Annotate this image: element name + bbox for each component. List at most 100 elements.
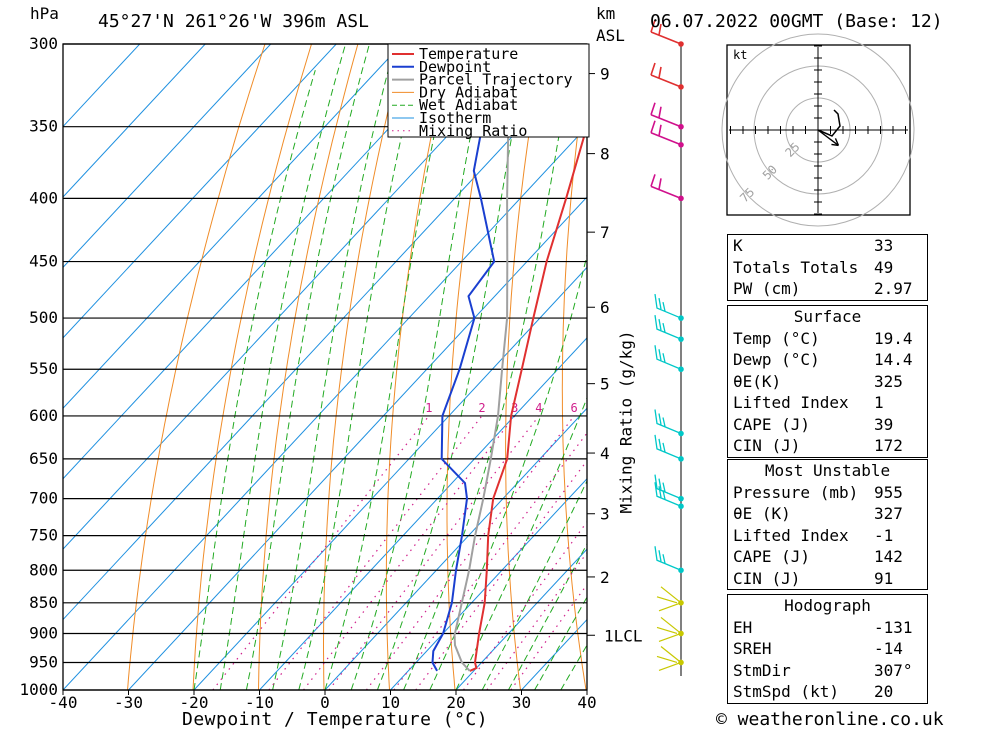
km-tick-label: 4 [600,444,610,463]
stmdir-label: StmDir [733,660,791,680]
mixing-ratio-label: 3 [511,401,518,415]
mu-theta-value: 327 [874,504,903,523]
wind-barb [654,345,682,370]
surface-table: Surface Temp (°C) 19.4 Dewp (°C) 14.4 θE(K… [727,305,928,458]
km-unit-label: km [596,4,616,23]
km-tick-label: 9 [600,65,610,84]
wet-adiabat-line [376,44,530,690]
pw-label: PW (cm) [733,279,801,298]
wind-barb [654,546,682,571]
wind-barb-dot [678,495,684,502]
mixing-ratio-line [268,415,483,690]
surface-temp-value: 19.4 [874,328,913,348]
mu-cape-label: CAPE (J) [733,547,811,566]
surface-dewp-value: 14.4 [874,350,913,369]
mu-cape-value: 142 [874,547,903,566]
x-tick-label: -10 [245,693,274,712]
mu-cin-value: 91 [874,568,894,588]
surface-cin-value: 172 [874,436,903,455]
km-tick-label: 8 [600,145,610,164]
wind-barb-dot [678,336,684,342]
storm-motion-vector [817,129,839,146]
pressure-tick-label: 850 [29,593,58,612]
surface-li-value: 1 [874,393,884,412]
km-tick-label: 2 [600,568,610,587]
isotherm-line [128,196,587,690]
legend-label: Parcel Trajectory [419,71,573,89]
wet-adiabat-line [534,596,587,690]
mixing-ratio-line [415,459,587,690]
pressure-tick-label: 650 [29,449,58,468]
km-tick-label: 3 [600,505,610,524]
isotherm-line [63,44,403,410]
isotherm-line [324,407,587,690]
dry-adiabat-line [192,44,313,690]
pressure-tick-label: 800 [29,560,58,579]
mu-pressure-value: 955 [874,482,903,502]
wind-barb [654,482,682,507]
wind-barb [650,62,682,88]
surface-theta-value: 325 [874,371,903,391]
datetime-title: 06.07.2022 00GMT (Base: 12) [650,11,943,32]
surface-cape-label: CAPE (J) [733,414,811,434]
mixing-ratio-label: 4 [535,401,542,415]
dry-adiabat-line [385,44,452,690]
km-tick-label: 7 [600,223,610,242]
wet-adiabat-line [219,44,347,690]
x-tick-label: 20 [446,693,465,712]
sreh-value: -14 [874,639,903,658]
pressure-tick-label: 1000 [19,680,58,699]
wet-adiabat-line [245,44,370,690]
most-unstable-title: Most Unstable [764,461,891,480]
dry-adiabat-line [446,44,498,690]
legend-box [387,43,590,138]
asl-unit-label: ASL [596,26,625,45]
legend-label: Dewpoint [419,58,491,76]
location-title: 45°27'N 261°26'W 396m ASL [98,11,369,32]
wind-barb [654,409,682,435]
isotherm-line [455,548,587,690]
legend-label: Dry Adiabat [419,83,518,101]
pressure-tick-label: 400 [29,188,58,207]
legend-label: Temperature [419,45,518,63]
isotherm-line [63,44,468,480]
wind-barb [656,616,682,643]
pressure-tick-label: 500 [29,308,58,327]
wind-barb [656,646,682,672]
x-tick-label: 30 [512,693,531,712]
pressure-tick-label: 900 [29,623,58,642]
isotherm-line [63,44,272,269]
wind-barb [654,434,682,460]
storm-motion-arrowhead [831,138,840,147]
hodograph-table: Hodograph EH -131 SREH -14 StmDir 307° StmS… [727,594,928,704]
tt-label: Totals Totals [733,257,859,277]
wet-adiabat-line [324,44,455,690]
surface-dewp-label: Dewp (°C) [733,350,820,369]
x-tick-label: -20 [180,693,209,712]
isotherm-line [390,477,587,690]
stmspd-value: 20 [874,682,894,701]
wet-adiabat-line [403,44,576,690]
wind-barb [650,174,682,200]
mixing-ratio-line [486,551,587,690]
pressure-tick-label: 300 [29,34,58,53]
pressure-tick-label: 600 [29,406,58,425]
x-tick-label: -30 [114,693,143,712]
mixing-ratio-axis-title: Mixing Ratio (g/kg) [616,330,636,514]
tt-value: 49 [874,257,894,277]
km-tick-label: 5 [600,375,610,394]
pressure-tick-label: 550 [29,359,58,378]
wind-barb [650,19,682,45]
isotherm-line [63,44,206,198]
pressure-tick-label: 950 [29,652,58,671]
mu-li-value: -1 [874,525,894,545]
wind-barb [650,102,682,128]
wet-adiabat-line [429,252,587,690]
hpa-unit-label: hPa [30,4,59,23]
pressure-tick-label: 450 [29,252,58,271]
legend-label: Mixing Ratio [419,122,527,140]
surface-cape-value: 39 [874,414,894,434]
mixing-ratio-label: 1 [425,401,432,415]
